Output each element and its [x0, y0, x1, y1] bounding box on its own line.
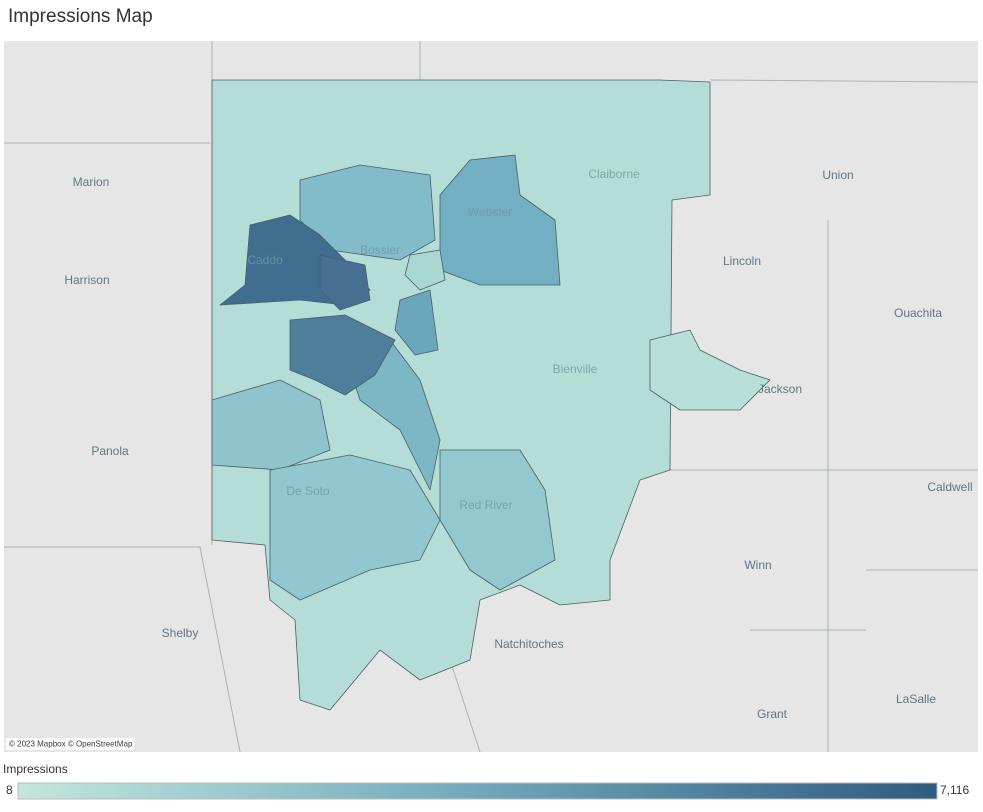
place-label: Natchitoches — [494, 637, 563, 651]
place-label: Winn — [744, 558, 771, 572]
zip-region — [394, 289, 439, 356]
zip-region — [289, 314, 396, 396]
place-label: Bossier — [360, 243, 400, 257]
zip-region — [649, 329, 771, 411]
place-label: Bienville — [553, 362, 598, 376]
place-label: Jackson — [758, 382, 802, 396]
legend-min: 8 — [6, 783, 13, 797]
place-label: Red River — [459, 498, 512, 512]
place-label: Harrison — [64, 273, 109, 287]
place-label: Shelby — [162, 626, 199, 640]
place-label: Grant — [757, 707, 788, 721]
legend-title: Impressions — [3, 762, 68, 776]
place-label: Caldwell — [927, 480, 972, 494]
place-label: Union — [822, 168, 853, 182]
zip-region — [439, 449, 556, 591]
zip-region — [404, 249, 446, 291]
legend-ramp — [17, 782, 938, 800]
place-label: Lincoln — [723, 254, 761, 268]
place-label: De Soto — [286, 484, 330, 498]
place-label: Webster — [468, 205, 512, 219]
attribution-background — [6, 738, 134, 750]
place-label: LaSalle — [896, 692, 936, 706]
zip-region — [211, 379, 331, 471]
place-label: Panola — [91, 444, 129, 458]
zip-region — [269, 454, 441, 601]
place-label: Caddo — [247, 253, 283, 267]
place-labels: Marion Harrison Panola Shelby Caddo Bossier We… — [64, 167, 972, 721]
zip-region — [319, 254, 371, 311]
place-label: Claiborne — [588, 167, 640, 181]
attribution: © 2023 Mapbox © OpenStreetMap — [9, 740, 133, 749]
place-label: Ouachita — [894, 306, 942, 320]
title: Impressions Map — [8, 6, 153, 27]
place-label: Marion — [73, 175, 110, 189]
map[interactable]: © 2023 Mapbox © OpenStreetMap — [4, 41, 979, 753]
legend-max: 7,116 — [940, 783, 969, 797]
zip-region — [439, 154, 561, 286]
